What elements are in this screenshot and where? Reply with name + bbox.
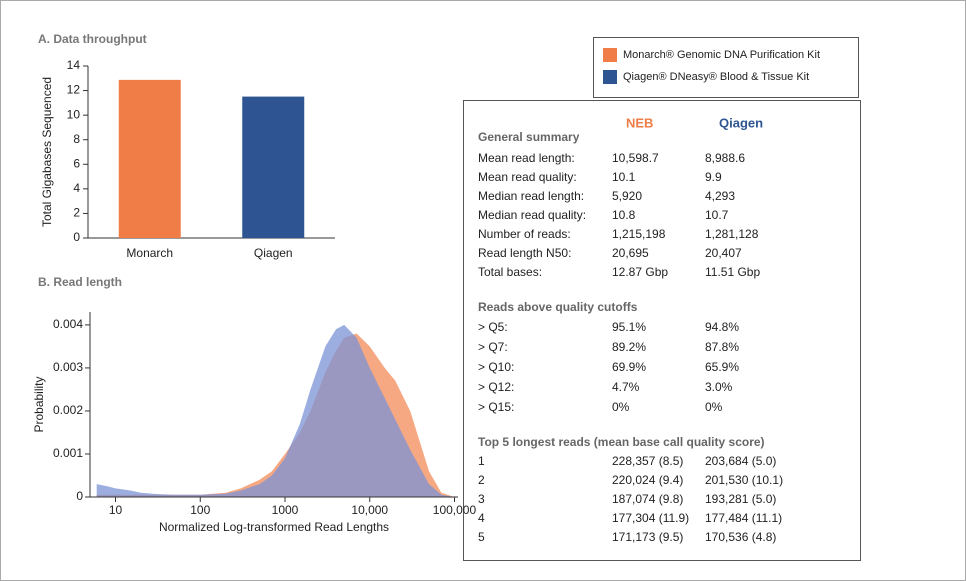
table-cell: 87.8% <box>705 340 739 354</box>
y-tick-label: 0.003 <box>53 360 83 374</box>
table-cell: > Q12: <box>478 380 514 394</box>
section-title: General summary <box>478 130 580 144</box>
density-area <box>96 324 455 497</box>
table-cell: 4.7% <box>612 380 640 394</box>
table-cell: 11.51 Gbp <box>705 265 760 279</box>
y-tick-label: 0.002 <box>53 403 83 417</box>
table-cell: 20,695 <box>612 246 649 260</box>
x-axis-label: Normalized Log-transformed Read Lengths <box>159 520 389 534</box>
x-tick-label: Monarch <box>126 246 173 260</box>
legend-swatch <box>603 70 617 84</box>
table-cell: Median read length: <box>478 189 584 203</box>
table-cell: 3 <box>478 492 485 506</box>
section-title: Reads above quality cutoffs <box>478 300 638 314</box>
x-tick-label: 10,000 <box>351 503 388 517</box>
table-cell: Median read quality: <box>478 208 586 222</box>
table-cell: 0% <box>705 400 723 414</box>
y-tick-label: 0.001 <box>53 446 83 460</box>
y-tick-label: 12 <box>67 83 81 97</box>
table-cell: > Q5: <box>478 320 508 334</box>
y-tick-label: 4 <box>73 181 80 195</box>
table-cell: Total bases: <box>478 265 542 279</box>
table-cell: 10.7 <box>705 208 729 222</box>
bar <box>118 79 181 238</box>
y-tick-label: 0 <box>76 489 83 503</box>
table-cell: 187,074 (9.8) <box>612 492 683 506</box>
table-cell: 220,024 (9.4) <box>612 473 683 487</box>
x-tick-label: 1000 <box>272 503 299 517</box>
table-cell: 1 <box>478 454 485 468</box>
table-cell: 89.2% <box>612 340 646 354</box>
x-tick-label: 10 <box>109 503 123 517</box>
table-cell: 65.9% <box>705 360 739 374</box>
legend-label: Qiagen® DNeasy® Blood & Tissue Kit <box>623 71 809 83</box>
table-cell: 69.9% <box>612 360 646 374</box>
table-cell: > Q7: <box>478 340 508 354</box>
legend-swatch <box>603 48 617 62</box>
table-cell: 10.8 <box>612 208 636 222</box>
table-cell: 193,281 (5.0) <box>705 492 776 506</box>
legend-box <box>593 37 859 98</box>
table-cell: 228,357 (8.5) <box>612 454 683 468</box>
table-cell: 10,598.7 <box>612 151 659 165</box>
table-cell: Mean read length: <box>478 151 575 165</box>
table-cell: 8,988.6 <box>705 151 745 165</box>
table-cell: 1,281,128 <box>705 227 759 241</box>
table-cell: > Q15: <box>478 400 514 414</box>
table-cell: 203,684 (5.0) <box>705 454 776 468</box>
column-header: NEB <box>626 115 653 130</box>
table-cell: 201,530 (10.1) <box>705 473 783 487</box>
x-tick-label: Qiagen <box>254 246 293 260</box>
table-cell: 4,293 <box>705 189 735 203</box>
table-cell: Mean read quality: <box>478 170 577 184</box>
table-cell: 1,215,198 <box>612 227 666 241</box>
y-tick-label: 0.004 <box>53 317 83 331</box>
table-cell: Read length N50: <box>478 246 571 260</box>
section-title: Top 5 longest reads (mean base call qual… <box>478 435 765 449</box>
x-tick-label: 100,000 <box>433 503 477 517</box>
y-tick-label: 8 <box>73 132 80 146</box>
table-cell: 0% <box>612 400 630 414</box>
table-cell: Number of reads: <box>478 227 571 241</box>
chart-title: B. Read length <box>38 275 122 289</box>
y-tick-label: 10 <box>67 107 81 121</box>
y-tick-label: 6 <box>73 156 80 170</box>
table-cell: 5,920 <box>612 189 642 203</box>
table-cell: > Q10: <box>478 360 514 374</box>
table-cell: 171,173 (9.5) <box>612 530 683 544</box>
table-cell: 9.9 <box>705 170 722 184</box>
legend-label: Monarch® Genomic DNA Purification Kit <box>623 49 820 61</box>
x-tick-label: 100 <box>190 503 210 517</box>
table-cell: 94.8% <box>705 320 739 334</box>
table-box <box>463 100 861 561</box>
y-axis-label: Total Gigabases Sequenced <box>40 77 54 227</box>
table-cell: 10.1 <box>612 170 636 184</box>
table-cell: 177,304 (11.9) <box>612 511 689 525</box>
table-cell: 177,484 (11.1) <box>705 511 782 525</box>
table-cell: 20,407 <box>705 246 742 260</box>
table-cell: 3.0% <box>705 380 733 394</box>
y-tick-label: 14 <box>67 58 81 72</box>
chart-title: A. Data throughput <box>38 32 147 46</box>
table-cell: 4 <box>478 511 485 525</box>
table-cell: 12.87 Gbp <box>612 265 668 279</box>
y-tick-label: 0 <box>73 230 80 244</box>
table-cell: 5 <box>478 530 485 544</box>
table-cell: 95.1% <box>612 320 646 334</box>
y-axis-label: Probability <box>32 376 46 432</box>
column-header: Qiagen <box>719 115 763 130</box>
bar <box>242 96 305 238</box>
y-tick-label: 2 <box>73 206 80 220</box>
table-cell: 170,536 (4.8) <box>705 530 776 544</box>
table-cell: 2 <box>478 473 485 487</box>
